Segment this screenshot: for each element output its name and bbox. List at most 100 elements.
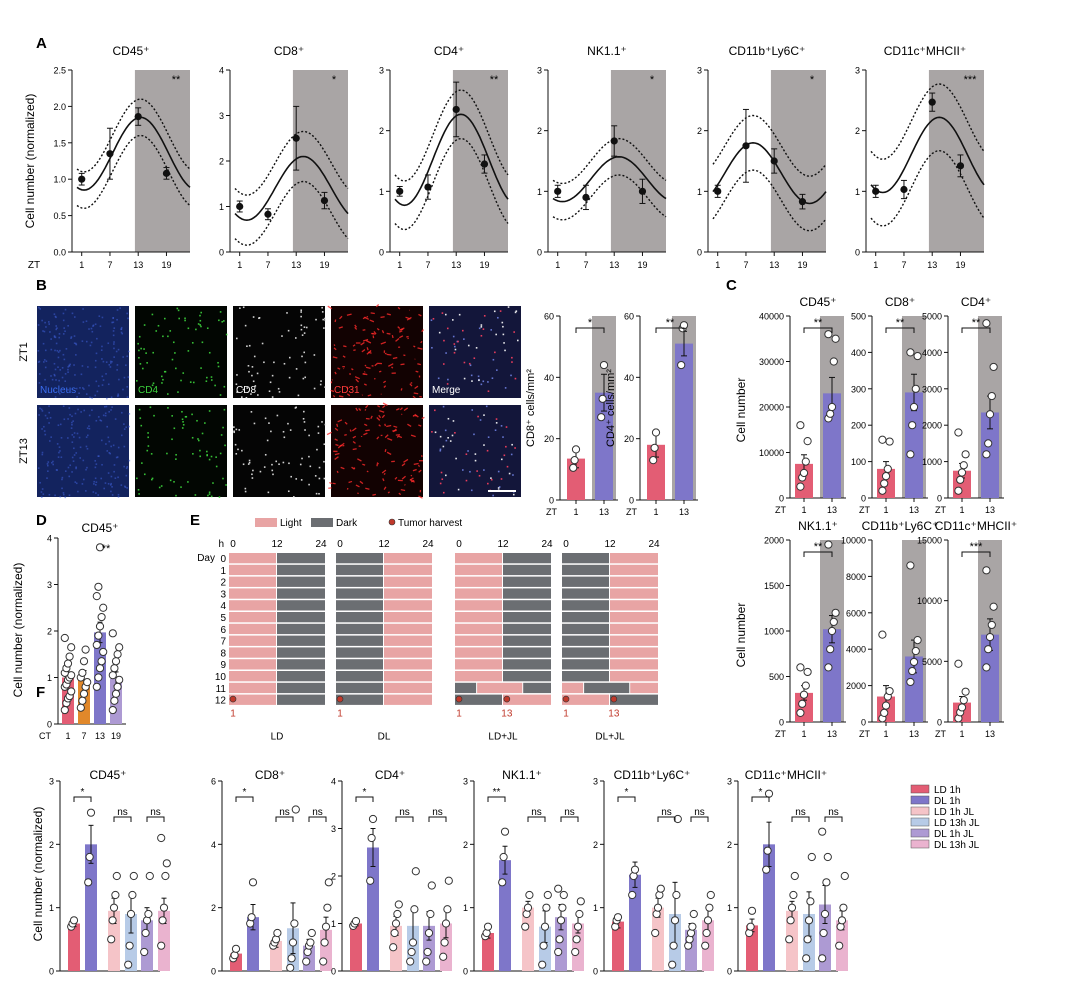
signal-speck — [82, 321, 85, 323]
y-tick-label: 1.0 — [53, 175, 66, 185]
schedule-segment — [229, 588, 276, 599]
data-point — [677, 360, 686, 370]
chart-title: NK1.1⁺ — [587, 44, 627, 58]
harvest-marker — [562, 695, 570, 703]
y-tick-label: 6000 — [846, 608, 866, 618]
signal-speck — [303, 351, 306, 354]
signal-speck — [316, 448, 318, 451]
signal-speck — [191, 413, 193, 416]
signal-speck — [167, 335, 169, 338]
x-tick-label: 13 — [95, 731, 105, 741]
data-point — [407, 947, 416, 957]
chart-title: CD45⁺ — [799, 295, 836, 309]
vessel-segment — [330, 389, 335, 393]
y-tick-label: 30000 — [759, 357, 784, 367]
micrograph-background — [135, 306, 227, 398]
signal-speck — [438, 331, 441, 334]
signal-speck — [322, 318, 325, 321]
vessel-segment — [383, 486, 387, 490]
signal-speck — [490, 478, 493, 481]
signal-speck — [245, 396, 248, 399]
signal-speck — [113, 347, 115, 350]
data-point — [95, 622, 105, 631]
vessel-segment — [384, 449, 387, 453]
data-point — [651, 928, 660, 938]
schedule-segment — [229, 647, 276, 658]
significance-bracket — [824, 816, 843, 822]
data-point — [746, 922, 755, 931]
x-tick-label: 7 — [583, 260, 588, 270]
day-number: 0 — [220, 554, 226, 565]
signal-speck — [116, 369, 118, 371]
vessel-segment — [381, 469, 387, 474]
signal-speck — [439, 482, 442, 485]
data-point — [391, 919, 401, 928]
signal-speck — [247, 463, 250, 465]
y-tick-label: 0 — [855, 248, 860, 258]
signal-speck — [110, 409, 112, 411]
signal-speck — [470, 489, 473, 492]
schedule-segment — [229, 682, 276, 694]
vessel-segment — [364, 364, 367, 367]
signal-speck — [75, 467, 77, 470]
x-tick-label: 1 — [237, 260, 242, 270]
signal-speck — [122, 356, 124, 358]
signal-speck — [447, 417, 450, 420]
data-point — [831, 334, 840, 343]
signal-speck — [241, 449, 243, 452]
vessel-segment — [403, 458, 409, 463]
signal-speck — [157, 324, 160, 327]
data-point — [112, 871, 121, 881]
signal-speck — [107, 472, 110, 474]
signal-speck — [59, 423, 62, 426]
signal-speck — [59, 369, 62, 371]
vessel-segment — [382, 405, 386, 409]
schedule-segment — [336, 682, 383, 694]
data-point — [630, 865, 640, 874]
signal-speck — [57, 456, 60, 458]
significance-label: * — [759, 787, 763, 798]
signal-speck — [447, 436, 449, 439]
signal-speck — [45, 326, 47, 328]
hour-tick-label: 12 — [271, 539, 283, 550]
fit-curve — [394, 113, 509, 207]
y-tick-label: 2 — [47, 627, 52, 637]
data-point — [885, 686, 894, 696]
x-tick-label: 1 — [801, 505, 806, 515]
schedule-segment — [455, 588, 502, 599]
signal-speck — [62, 405, 65, 408]
signal-speck — [502, 436, 504, 438]
vessel-segment — [339, 315, 343, 320]
data-point — [835, 941, 844, 950]
mean-point — [928, 98, 936, 106]
signal-speck — [57, 424, 60, 427]
vessel-segment — [351, 368, 354, 371]
vessel-segment — [366, 350, 371, 355]
day-number: 3 — [220, 589, 226, 600]
chart-title: CD11c⁺MHCII⁺ — [884, 44, 966, 58]
signal-speck — [62, 312, 65, 315]
dark-phase-shade — [452, 70, 508, 252]
data-point — [803, 667, 812, 677]
signal-speck — [236, 374, 238, 376]
schedule-segment — [336, 612, 383, 623]
signal-speck — [196, 419, 198, 422]
signal-speck — [235, 383, 238, 386]
harvest-label: 13 — [608, 708, 620, 719]
signal-speck — [289, 429, 292, 431]
signal-speck — [73, 364, 75, 366]
signal-speck — [169, 330, 172, 332]
signal-speck — [72, 420, 74, 422]
signal-speck — [121, 332, 124, 335]
y-tick-label: 0 — [937, 494, 942, 504]
day-number: 6 — [220, 625, 226, 636]
signal-speck — [120, 434, 123, 437]
signal-speck — [242, 388, 245, 391]
signal-speck — [432, 317, 435, 320]
signal-speck — [323, 443, 326, 446]
signal-speck — [174, 352, 176, 354]
x-tick-label: 13 — [827, 505, 837, 515]
data-point — [145, 871, 154, 881]
y-tick-label: 1 — [49, 903, 54, 913]
signal-speck — [90, 341, 93, 344]
